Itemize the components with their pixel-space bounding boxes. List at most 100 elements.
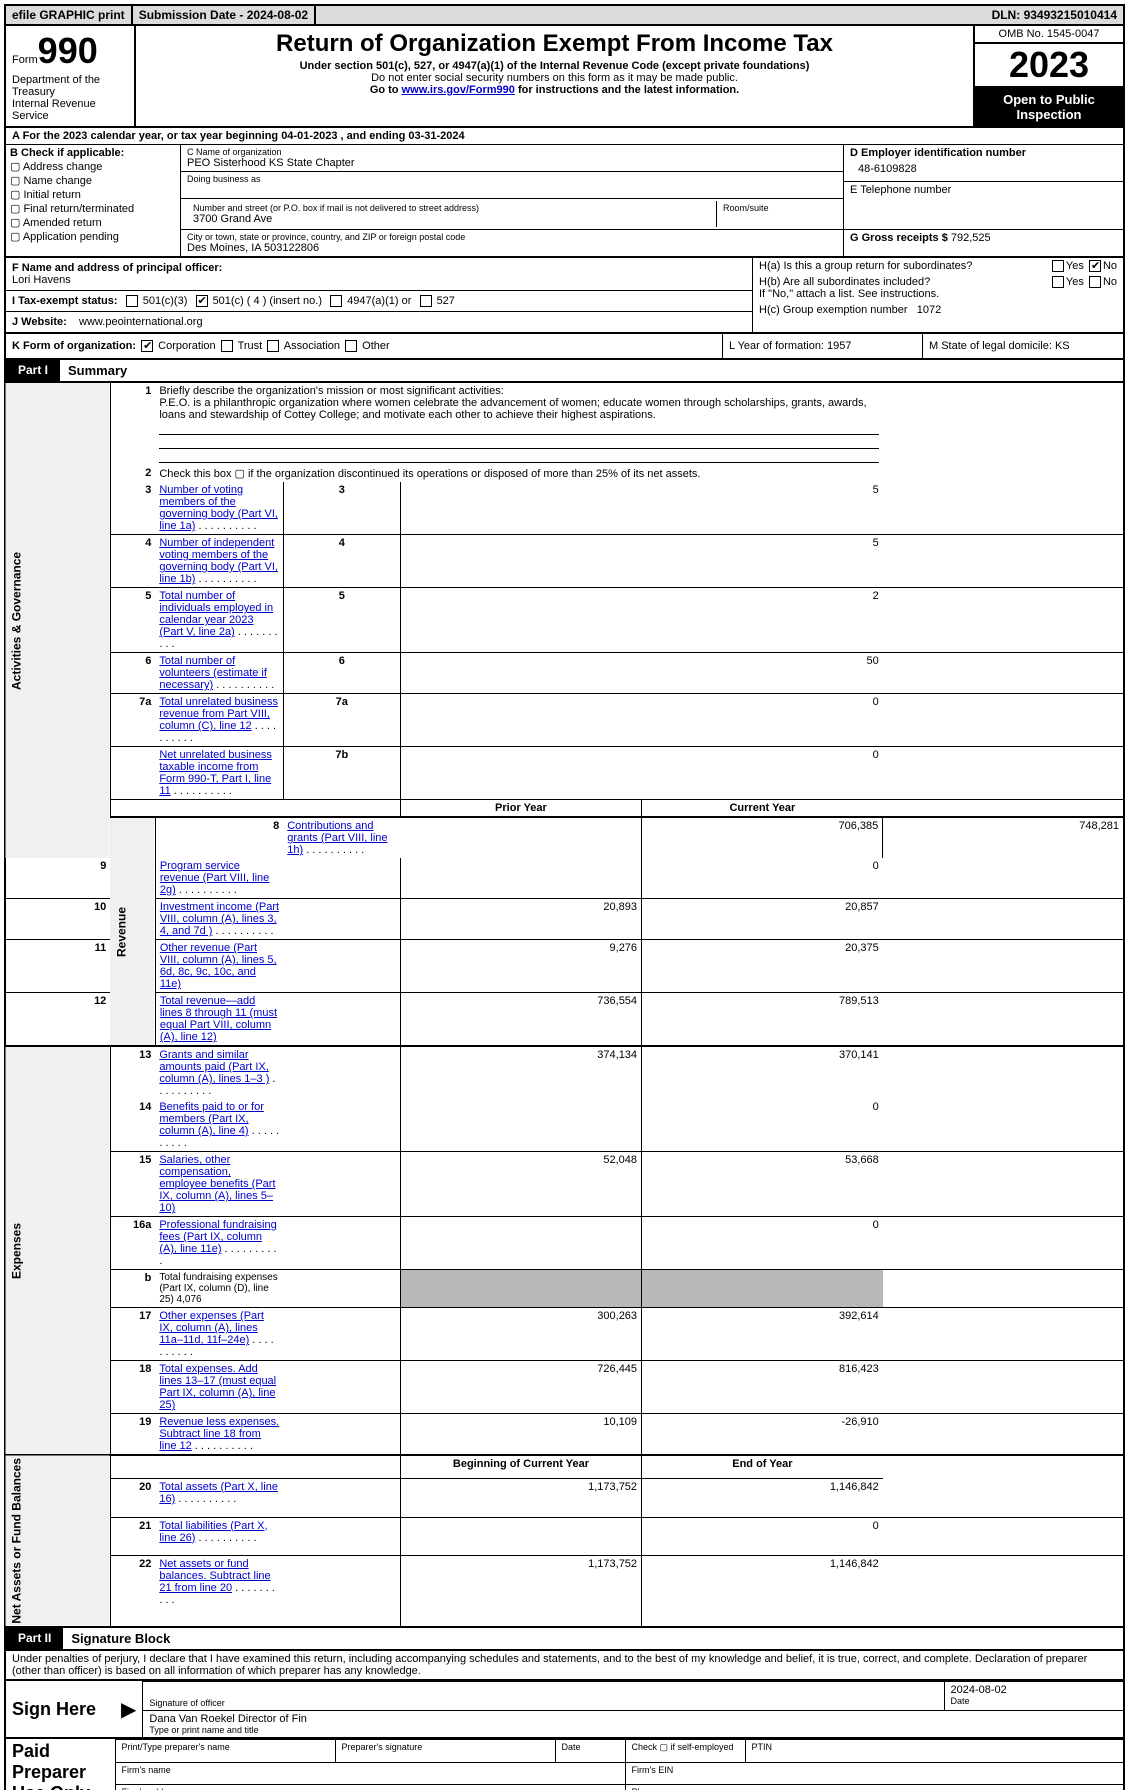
room-label: Room/suite bbox=[723, 203, 831, 213]
org-name-row: C Name of organization PEO Sisterhood KS… bbox=[181, 145, 843, 172]
sign-here-table: Sign Here ▶ Signature of officer 2024-08… bbox=[4, 1681, 1125, 1739]
c20: 1,146,842 bbox=[642, 1478, 883, 1517]
line3: Number of voting members of the governin… bbox=[155, 482, 283, 535]
firm-name: Firm's name bbox=[115, 1763, 625, 1785]
hb-note: If "No," attach a list. See instructions… bbox=[759, 288, 939, 300]
chk-corporation[interactable] bbox=[141, 340, 153, 352]
hdr-current: Current Year bbox=[642, 800, 883, 818]
v3: 5 bbox=[400, 482, 882, 535]
c22: 1,146,842 bbox=[642, 1556, 883, 1627]
c9: 0 bbox=[642, 858, 883, 899]
col-d-ein: D Employer identification number 48-6109… bbox=[843, 145, 1123, 256]
ha-group-return: H(a) Is this a group return for subordin… bbox=[753, 258, 1123, 274]
chk-initial-return[interactable]: Initial return bbox=[10, 188, 176, 201]
principal-officer: F Name and address of principal officer:… bbox=[6, 258, 752, 291]
phone-block: E Telephone number bbox=[844, 182, 1123, 230]
c19: -26,910 bbox=[642, 1414, 883, 1456]
c12: 789,513 bbox=[642, 993, 883, 1047]
irs-link[interactable]: www.irs.gov/Form990 bbox=[402, 84, 515, 96]
chk-final-return[interactable]: Final return/terminated bbox=[10, 202, 176, 215]
city-label: City or town, state or province, country… bbox=[187, 232, 837, 242]
part2-label: Part II bbox=[6, 1628, 63, 1649]
part2-title: Signature Block bbox=[63, 1628, 178, 1649]
side-revenue: Revenue bbox=[110, 817, 155, 1046]
form-of-org: K Form of organization: Corporation Trus… bbox=[6, 334, 723, 358]
hb-no[interactable] bbox=[1089, 276, 1101, 288]
officer-name: Lori Havens bbox=[12, 274, 71, 286]
part1-label: Part I bbox=[6, 360, 60, 381]
dba-label: Doing business as bbox=[187, 174, 837, 184]
chk-association[interactable] bbox=[267, 340, 279, 352]
c15: 53,668 bbox=[642, 1152, 883, 1217]
line10: Investment income (Part VIII, column (A)… bbox=[155, 899, 283, 940]
sign-here-label: Sign Here bbox=[5, 1681, 115, 1738]
hc-group-exemption: H(c) Group exemption number 1072 bbox=[753, 302, 1123, 318]
row-a-tax-year: A For the 2023 calendar year, or tax yea… bbox=[4, 128, 1125, 145]
chk-4947[interactable] bbox=[330, 295, 342, 307]
state-domicile: M State of legal domicile: KS bbox=[923, 334, 1123, 358]
addr-label: Number and street (or P.O. box if mail i… bbox=[193, 203, 710, 213]
col-c-org-info: C Name of organization PEO Sisterhood KS… bbox=[181, 145, 843, 256]
hdr-prior: Prior Year bbox=[400, 800, 641, 818]
p12: 736,554 bbox=[400, 993, 641, 1047]
line2: Check this box ▢ if the organization dis… bbox=[155, 465, 882, 482]
tax-year: 2023 bbox=[975, 44, 1123, 88]
chk-501c3[interactable] bbox=[126, 295, 138, 307]
chk-trust[interactable] bbox=[221, 340, 233, 352]
c10: 20,857 bbox=[642, 899, 883, 940]
col-fij: F Name and address of principal officer:… bbox=[6, 258, 753, 332]
ha-yes[interactable] bbox=[1052, 260, 1064, 272]
col-b-checkboxes: B Check if applicable: Address change Na… bbox=[6, 145, 181, 256]
c14: 0 bbox=[642, 1099, 883, 1152]
summary-table: Activities & Governance 1 Briefly descri… bbox=[4, 383, 1125, 1628]
gross-receipts: G Gross receipts $ 792,525 bbox=[844, 230, 1123, 246]
officer-type-name: Dana Van Roekel Director of Fin Type or … bbox=[143, 1710, 1124, 1738]
chk-name-change[interactable]: Name change bbox=[10, 174, 176, 187]
line8: Contributions and grants (Part VIII, lin… bbox=[283, 817, 400, 858]
chk-amended-return[interactable]: Amended return bbox=[10, 216, 176, 229]
line7a: Total unrelated business revenue from Pa… bbox=[155, 694, 283, 747]
line12: Total revenue—add lines 8 through 11 (mu… bbox=[155, 993, 283, 1047]
arrow-icon: ▶ bbox=[115, 1681, 143, 1738]
year-formation: L Year of formation: 1957 bbox=[723, 334, 923, 358]
part1-header: Part I Summary bbox=[4, 360, 1125, 383]
c18: 816,423 bbox=[642, 1361, 883, 1414]
line22: Net assets or fund balances. Subtract li… bbox=[155, 1556, 283, 1627]
ha-no[interactable] bbox=[1089, 260, 1101, 272]
chk-other[interactable] bbox=[345, 340, 357, 352]
chk-527[interactable] bbox=[420, 295, 432, 307]
header-right: OMB No. 1545-0047 2023 Open to Public In… bbox=[973, 26, 1123, 126]
subtitle-3: Go to www.irs.gov/Form990 for instructio… bbox=[144, 84, 965, 96]
paid-preparer-table: Paid Preparer Use Only Print/Type prepar… bbox=[4, 1739, 1125, 1790]
v7a: 0 bbox=[400, 694, 882, 747]
line5: Total number of individuals employed in … bbox=[155, 588, 283, 653]
chk-application-pending[interactable]: Application pending bbox=[10, 230, 176, 243]
org-name-label: C Name of organization bbox=[187, 147, 837, 157]
col-h: H(a) Is this a group return for subordin… bbox=[753, 258, 1123, 332]
subtitle-2: Do not enter social security numbers on … bbox=[144, 72, 965, 84]
p19: 10,109 bbox=[400, 1414, 641, 1456]
p8: 706,385 bbox=[642, 817, 883, 858]
section-fh: F Name and address of principal officer:… bbox=[4, 258, 1125, 334]
line11: Other revenue (Part VIII, column (A), li… bbox=[155, 940, 283, 993]
paid-preparer-label: Paid Preparer Use Only bbox=[5, 1739, 115, 1790]
line9: Program service revenue (Part VIII, line… bbox=[155, 858, 283, 899]
hb-yes[interactable] bbox=[1052, 276, 1064, 288]
hdr-begin: Beginning of Current Year bbox=[400, 1455, 641, 1478]
ein-block: D Employer identification number 48-6109… bbox=[844, 145, 1123, 182]
org-name: PEO Sisterhood KS State Chapter bbox=[187, 157, 837, 169]
line7b: Net unrelated business taxable income fr… bbox=[155, 747, 283, 800]
form-title: Return of Organization Exempt From Incom… bbox=[144, 30, 965, 58]
phone-label: E Telephone number bbox=[850, 184, 951, 196]
hb-subordinates: H(b) Are all subordinates included? Yes … bbox=[753, 274, 1123, 302]
firm-phone: Phone no. bbox=[625, 1785, 1124, 1790]
top-bar: efile GRAPHIC print Submission Date - 20… bbox=[4, 4, 1125, 26]
chk-address-change[interactable]: Address change bbox=[10, 160, 176, 173]
firm-address: Firm's address bbox=[115, 1785, 625, 1790]
line1-mission: Briefly describe the organization's miss… bbox=[155, 383, 882, 465]
ein-value: 48-6109828 bbox=[850, 159, 1117, 179]
v5: 2 bbox=[400, 588, 882, 653]
header-title-block: Return of Organization Exempt From Incom… bbox=[136, 26, 973, 126]
chk-501c[interactable] bbox=[196, 295, 208, 307]
line21: Total liabilities (Part X, line 26) bbox=[155, 1517, 283, 1556]
